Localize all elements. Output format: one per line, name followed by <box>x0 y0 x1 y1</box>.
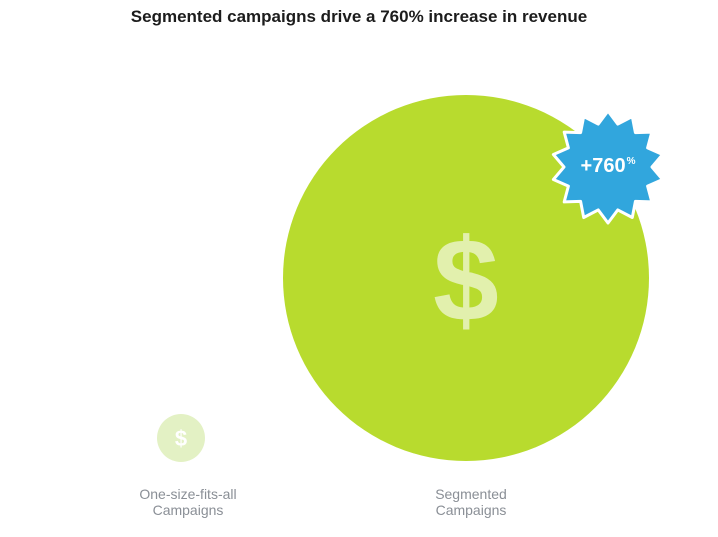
bubble-segmented <box>283 95 649 461</box>
starburst-badge-icon <box>551 109 665 225</box>
chart-title: Segmented campaigns drive a 760% increas… <box>130 7 588 26</box>
category-label-one-size: One-size-fits-all Campaigns <box>88 486 288 518</box>
bubbles-layer: $$ <box>157 95 649 462</box>
category-label-text: One-size-fits-all Campaigns <box>139 486 237 518</box>
dollar-sign-icon: $ <box>175 426 187 451</box>
category-label-text: Segmented Campaigns <box>435 486 507 518</box>
starburst-badge-shape <box>551 109 665 225</box>
category-label-segmented: Segmented Campaigns <box>371 486 571 518</box>
increase-badge-label: +760% <box>556 155 660 178</box>
bubble-one-size <box>157 414 205 462</box>
dollar-sign-icon: $ <box>433 214 499 346</box>
increase-badge-value: +760 <box>580 155 626 177</box>
increase-badge-suffix: % <box>626 156 636 167</box>
